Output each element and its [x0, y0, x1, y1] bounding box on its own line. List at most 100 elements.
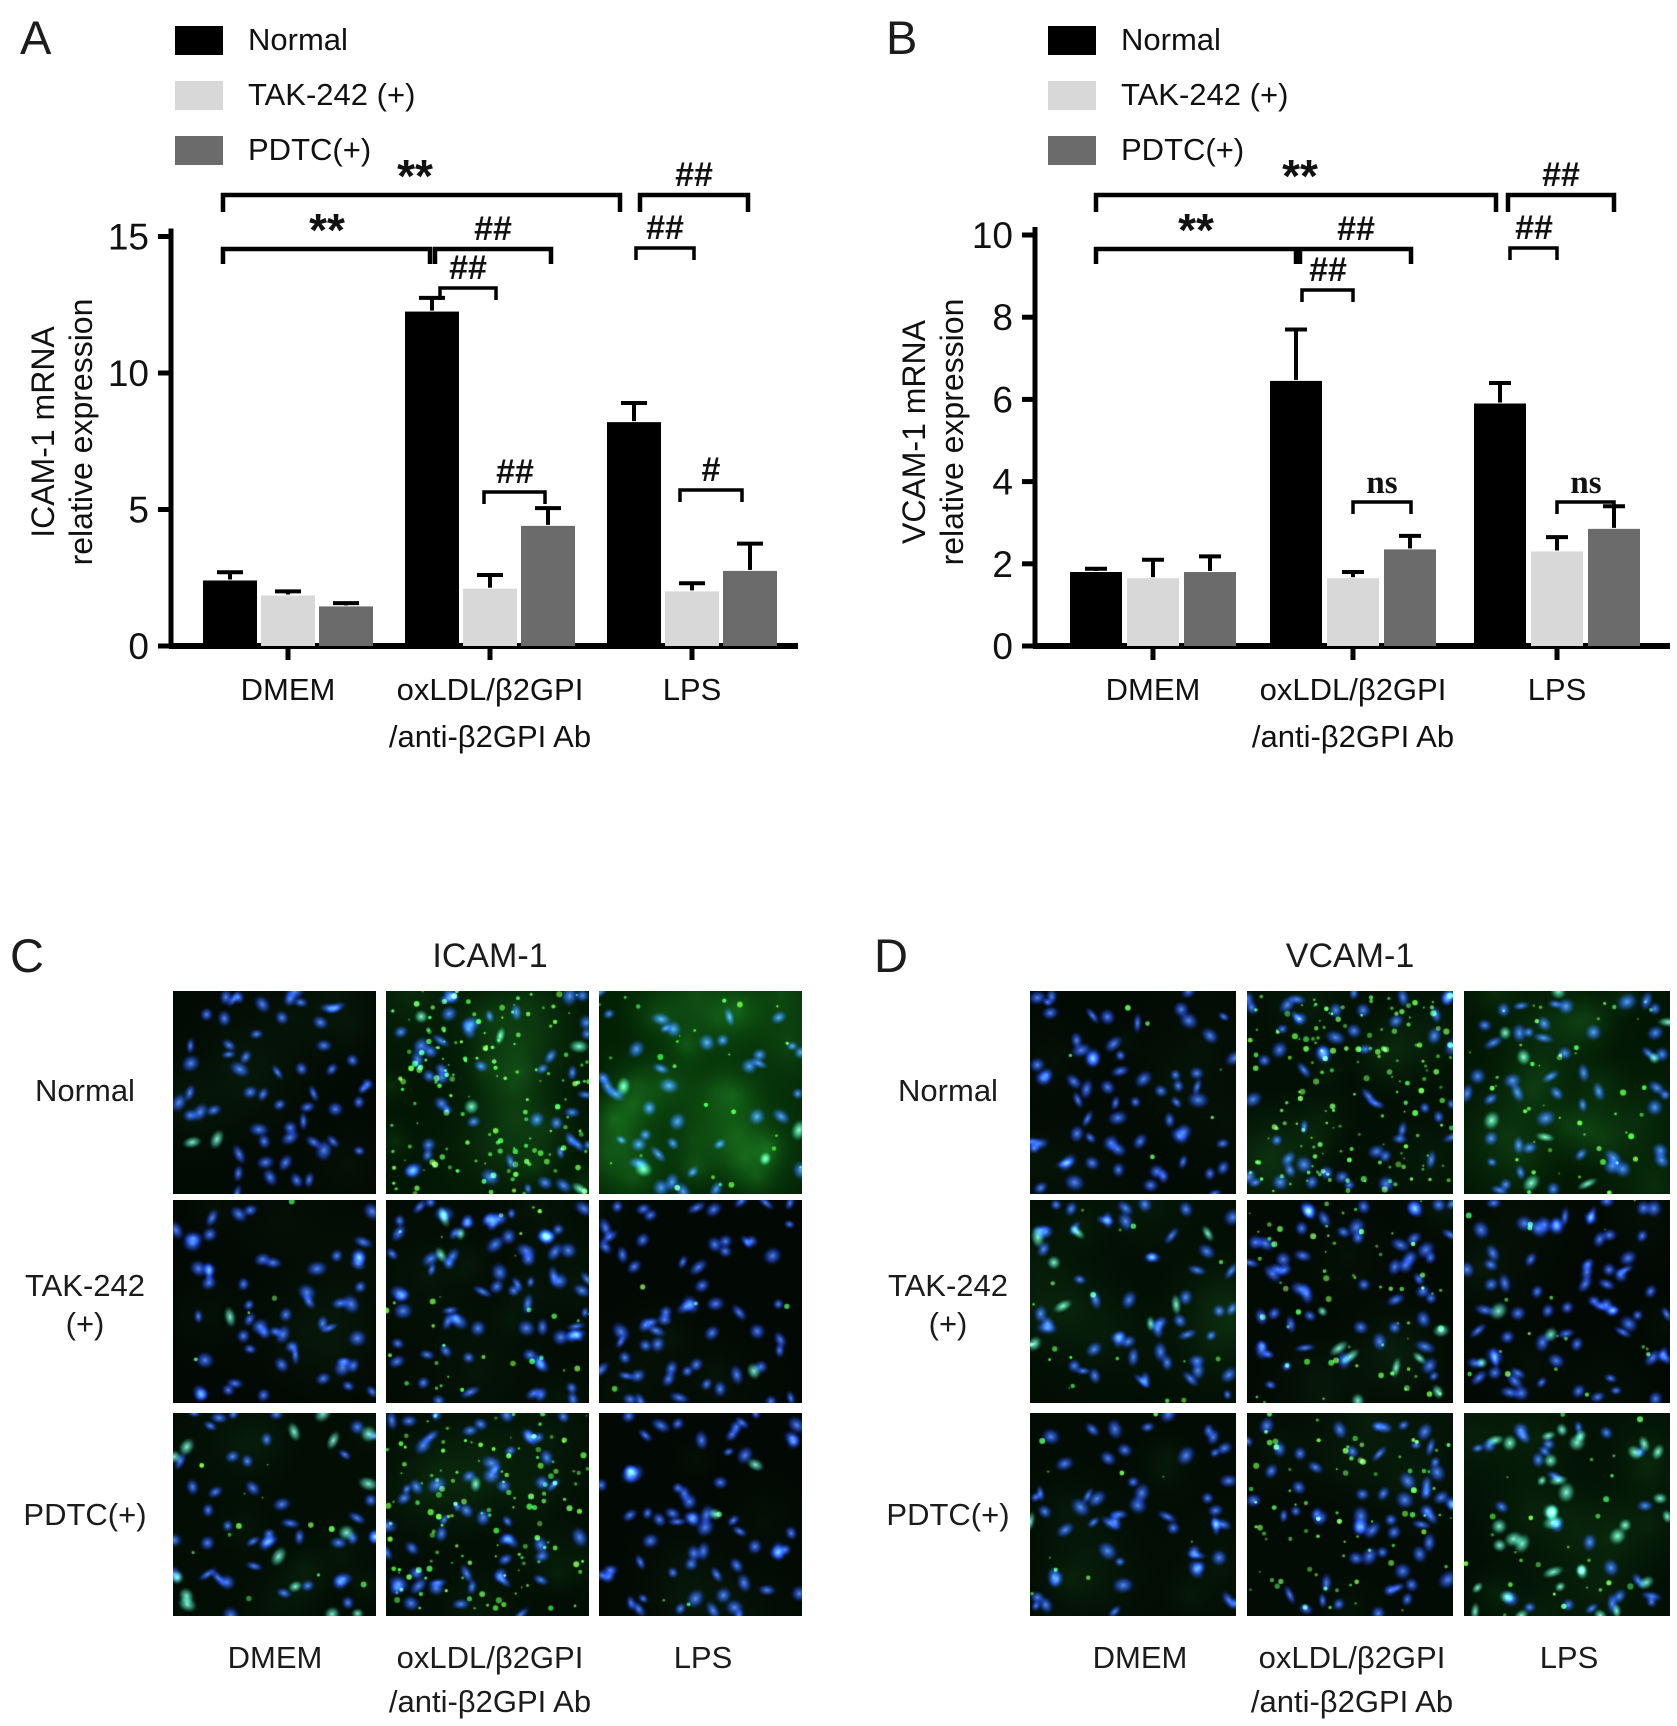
vcam1-chart-bar-tak242-2	[1531, 551, 1583, 646]
vcam1-chart-category-label: LPS	[1528, 672, 1587, 707]
row-label-line: Normal	[35, 1073, 135, 1108]
vcam1-chart-sig-label: ##	[1542, 156, 1580, 194]
row-label-normal-d: Normal	[878, 1072, 1018, 1110]
micrograph-d-row0-col2	[1464, 991, 1670, 1194]
row-label-tak242-c: TAK-242 (+)	[15, 1267, 155, 1343]
icam1-chart-y-tick-label: 15	[108, 217, 149, 258]
vcam1-chart-sig-bracket	[1555, 500, 1616, 514]
col-label-line: /anti-β2GPI Ab	[1250, 1684, 1454, 1719]
panel-letter-b: B	[886, 11, 918, 64]
vcam1-chart-sig-bracket	[1505, 192, 1617, 212]
micrograph-d-row2-col0	[1030, 1413, 1236, 1616]
panel-letter-d: D	[874, 929, 908, 982]
micrograph-c-row2-col1	[386, 1413, 589, 1616]
micrograph-c-row1-col2	[599, 1200, 802, 1403]
icam1-chart-sig-bracket	[637, 192, 751, 212]
micrograph-d-row0-col1	[1247, 991, 1453, 1194]
row-label-line: (+)	[928, 1306, 968, 1341]
icam1-chart-sig-label: **	[397, 150, 433, 202]
vcam1-chart-category-label: oxLDL/β2GPI	[1260, 672, 1447, 707]
micrograph-c-row1-col0	[173, 1200, 376, 1403]
vcam1-chart-y-tick-label: 0	[992, 626, 1013, 667]
vcam1-chart-sig-label: **	[1282, 150, 1318, 202]
vcam1-chart-bar-pdtc-0	[1184, 572, 1236, 646]
row-label-pdtc-c: PDTC(+)	[15, 1496, 155, 1534]
legend-label-tak242: TAK-242 (+)	[1121, 77, 1289, 112]
panel-letter-c: C	[10, 929, 44, 982]
row-label-normal-c: Normal	[15, 1072, 155, 1110]
col-label-line: oxLDL/β2GPI	[396, 1640, 584, 1675]
icam1-chart-sig-label: #	[702, 451, 721, 489]
icam1-chart-bar-pdtc-1	[521, 525, 575, 646]
icam1-chart-sig-bracket	[482, 490, 547, 504]
vcam1-chart-y-tick-label: 10	[972, 215, 1013, 256]
row-label-line: (+)	[65, 1306, 105, 1341]
legend-item-tak242-b: TAK-242 (+)	[1048, 77, 1288, 113]
vcam1-chart-sig-bracket	[1300, 288, 1355, 302]
vcam1-chart-sig-label: ns	[1366, 465, 1397, 501]
vcam1-chart-y-tick-label: 8	[992, 297, 1013, 338]
icam1-chart-bar-pdtc-2	[723, 570, 777, 646]
micrograph-c-row0-col2	[599, 991, 802, 1194]
icam1-chart-sig-bracket	[220, 246, 433, 264]
micrograph-c-row1-col1	[386, 1200, 589, 1403]
col-label-line: LPS	[1539, 1640, 1599, 1675]
vcam1-chart-sig-label: **	[1178, 204, 1214, 256]
col-label-oxldl-d: oxLDL/β2GPI /anti-β2GPI Ab	[1227, 1636, 1477, 1724]
icam1-chart-bar-normal-2	[607, 422, 661, 646]
legend-item-normal-b: Normal	[1048, 22, 1221, 58]
col-label-lps-c: LPS	[603, 1636, 803, 1680]
micrograph-c-row0-col1	[386, 991, 589, 1194]
vcam1-chart-sig-bracket	[1508, 246, 1559, 260]
vcam1-chart-y-tick-label: 4	[992, 462, 1013, 503]
icam1-chart-y-tick-label: 0	[128, 626, 149, 667]
icam1-chart-bar-tak242-1	[463, 588, 517, 646]
vcam1-chart-category-label: /anti-β2GPI Ab	[1252, 719, 1454, 754]
legend-swatch-normal	[175, 25, 223, 55]
panel-c-title: ICAM-1	[432, 937, 548, 975]
icam1-chart-category-label: /anti-β2GPI Ab	[389, 719, 591, 754]
legend-swatch-tak242	[175, 80, 223, 110]
icam1-chart-sig-bracket	[634, 246, 696, 260]
vcam1-chart-y-tick-label: 2	[992, 544, 1013, 585]
icam1-chart-y-tick-label: 5	[128, 490, 149, 531]
legend-swatch-pdtc	[1048, 135, 1096, 165]
icam1-chart-sig-label: ##	[449, 249, 487, 287]
vcam1-chart-sig-label: ##	[1309, 251, 1347, 289]
legend-label-normal: Normal	[1121, 22, 1221, 57]
icam1-chart-category-label: oxLDL/β2GPI	[397, 672, 584, 707]
vcam1-chart-bar-pdtc-2	[1588, 528, 1640, 646]
icam1-chart-bar-normal-1	[405, 311, 459, 646]
vcam1-chart-bar-tak242-1	[1327, 578, 1379, 646]
micrograph-d-row1-col1	[1247, 1200, 1453, 1403]
legend-swatch-tak242	[1048, 80, 1096, 110]
row-label-line: PDTC(+)	[23, 1497, 147, 1532]
icam1-chart-y-axis-title: relative expression	[63, 299, 99, 566]
icam1-chart-bar-tak242-0	[261, 595, 315, 646]
col-label-line: DMEM	[227, 1640, 323, 1675]
vcam1-chart-y-axis-title: VCAM-1 mRNA	[896, 319, 932, 544]
row-label-line: TAK-242	[887, 1268, 1009, 1303]
icam1-chart-bar-normal-0	[203, 580, 257, 646]
row-label-line: PDTC(+)	[886, 1497, 1010, 1532]
legend-item-normal-a: Normal	[175, 22, 348, 58]
legend-label-pdtc: PDTC(+)	[248, 132, 372, 167]
micrograph-c-row2-col2	[599, 1413, 802, 1616]
legend-item-pdtc-b: PDTC(+)	[1048, 132, 1244, 168]
vcam1-chart-bar-tak242-0	[1127, 578, 1179, 646]
row-label-line: TAK-242	[24, 1268, 146, 1303]
micrograph-d-row2-col2	[1464, 1413, 1670, 1616]
legend-label-tak242: TAK-242 (+)	[248, 77, 416, 112]
micrograph-d-row0-col0	[1030, 991, 1236, 1194]
vcam1-chart-bar-normal-2	[1474, 403, 1526, 646]
vcam1-chart-bar-pdtc-1	[1384, 549, 1436, 646]
panel-letter-a: A	[20, 11, 52, 64]
legend-label-pdtc: PDTC(+)	[1121, 132, 1245, 167]
col-label-dmem-d: DMEM	[1040, 1636, 1240, 1680]
vcam1-chart-bar-normal-1	[1270, 380, 1322, 646]
col-label-lps-d: LPS	[1469, 1636, 1669, 1680]
row-label-line: Normal	[898, 1073, 998, 1108]
icam1-chart-y-axis-title: ICAM-1 mRNA	[25, 326, 61, 538]
vcam1-chart-bar-normal-0	[1070, 572, 1122, 646]
